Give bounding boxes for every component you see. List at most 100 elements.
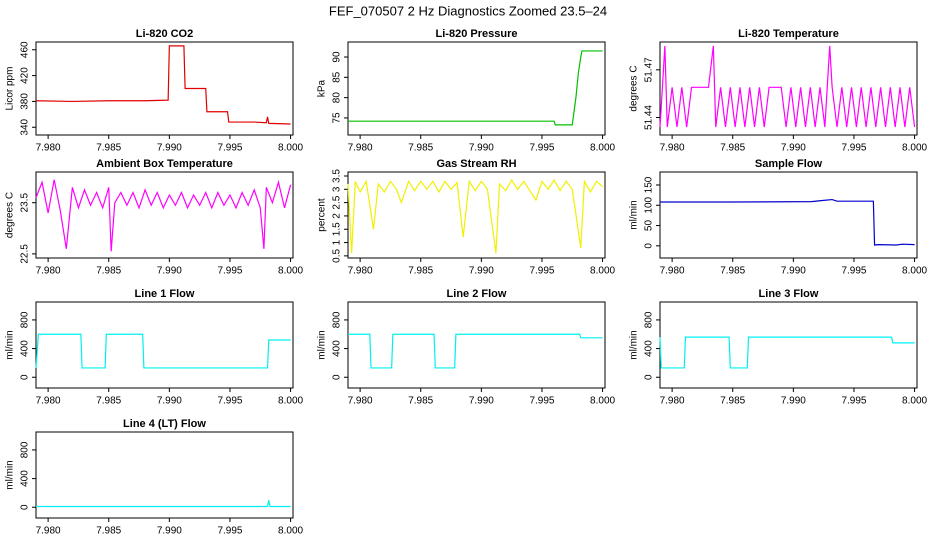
x-tick-label: 7.980 [36, 143, 61, 154]
x-tick-label: 7.980 [348, 143, 373, 154]
y-axis-label: ml/min [629, 330, 640, 359]
y-tick-label: 0 [644, 374, 655, 380]
x-tick-label: 7.985 [96, 266, 121, 277]
x-tick-label: 7.995 [217, 526, 242, 537]
y-tick-label: 85 [332, 71, 343, 83]
data-line [660, 198, 915, 246]
data-line [36, 499, 291, 508]
y-tick-label: 75 [332, 112, 343, 124]
y-tick-label: 80 [332, 92, 343, 104]
y-tick-label: 340 [20, 118, 31, 135]
x-tick-label: 7.980 [36, 526, 61, 537]
x-tick-label: 7.985 [720, 143, 745, 154]
plot-box [659, 171, 918, 259]
y-tick-label: 800 [20, 311, 31, 328]
x-tick-label: 7.995 [841, 143, 866, 154]
chart-title: FEF_070507 2 Hz Diagnostics Zoomed 23.5–… [329, 3, 607, 18]
x-tick-label: 7.980 [348, 266, 373, 277]
y-tick-label: 51.44 [644, 105, 655, 130]
y-axis-label: ml/min [317, 330, 328, 359]
y-tick-label: 0 [644, 243, 655, 249]
y-tick-label: 420 [20, 67, 31, 84]
x-tick-label: 7.995 [841, 266, 866, 277]
y-tick-label: 380 [20, 93, 31, 110]
x-tick-label: 7.985 [96, 526, 121, 537]
plot-box [35, 431, 294, 519]
x-tick-label: 8.000 [590, 143, 615, 154]
x-tick-label: 8.000 [902, 266, 927, 277]
y-tick-label: 2 [332, 213, 343, 219]
x-tick-label: 7.985 [408, 266, 433, 277]
y-tick-label: 50 [644, 220, 655, 232]
y-tick-label: 3 [332, 186, 343, 192]
x-tick-label: 7.980 [348, 396, 373, 407]
data-line [35, 333, 291, 369]
x-tick-label: 7.990 [469, 266, 494, 277]
x-tick-label: 7.995 [529, 266, 554, 277]
y-axis-label: degrees C [5, 192, 16, 238]
x-tick-label: 8.000 [278, 143, 303, 154]
x-tick-label: 8.000 [902, 396, 927, 407]
x-tick-label: 7.995 [841, 396, 866, 407]
panel-title: Line 1 Flow [135, 288, 195, 300]
y-tick-label: 23.5 [20, 193, 31, 213]
x-tick-label: 7.980 [660, 396, 685, 407]
panel-title: Li-820 Pressure [436, 28, 518, 40]
panel-title: Sample Flow [755, 158, 823, 170]
x-tick-label: 7.985 [720, 396, 745, 407]
x-tick-label: 8.000 [278, 526, 303, 537]
x-tick-label: 8.000 [590, 396, 615, 407]
y-tick-label: 0 [332, 374, 343, 380]
y-tick-label: 100 [644, 196, 655, 213]
y-tick-label: 90 [332, 51, 343, 63]
panel-title: Li-820 Temperature [738, 28, 839, 40]
y-axis-label: ml/min [5, 330, 16, 359]
y-tick-label: 150 [644, 176, 655, 193]
plot-box [659, 301, 918, 389]
data-line [35, 179, 292, 252]
y-tick-label: 800 [644, 311, 655, 328]
x-tick-label: 7.980 [660, 143, 685, 154]
y-tick-label: 800 [332, 311, 343, 328]
y-tick-label: 2.5 [332, 195, 343, 209]
plot-box [35, 301, 294, 389]
y-tick-label: 0.5 [332, 248, 343, 262]
y-axis-label: percent [317, 198, 328, 232]
y-axis-label: kPa [317, 79, 328, 97]
x-tick-label: 7.990 [781, 143, 806, 154]
panel-title: Line 3 Flow [759, 288, 819, 300]
x-tick-label: 7.995 [529, 396, 554, 407]
y-tick-label: 800 [20, 441, 31, 458]
plot-box [35, 171, 294, 259]
x-tick-label: 8.000 [278, 396, 303, 407]
data-line [348, 333, 603, 369]
y-tick-label: 460 [20, 41, 31, 58]
data-line [35, 45, 291, 125]
y-tick-label: 400 [644, 340, 655, 357]
x-tick-label: 8.000 [590, 266, 615, 277]
plot-box [347, 301, 606, 389]
x-tick-label: 7.980 [660, 266, 685, 277]
x-tick-label: 7.990 [781, 266, 806, 277]
x-tick-label: 7.990 [781, 396, 806, 407]
plot-box [347, 171, 606, 259]
x-tick-label: 7.980 [36, 266, 61, 277]
x-tick-label: 7.990 [157, 143, 182, 154]
data-line [659, 45, 916, 128]
x-tick-label: 8.000 [902, 143, 927, 154]
y-tick-label: 51.47 [644, 57, 655, 82]
x-tick-label: 7.995 [529, 143, 554, 154]
plot-box [659, 41, 918, 136]
x-tick-label: 8.000 [278, 266, 303, 277]
y-tick-label: 1 [332, 239, 343, 245]
y-axis-label: Licor ppm [5, 67, 16, 111]
x-tick-label: 7.995 [217, 143, 242, 154]
y-tick-label: 0 [20, 504, 31, 510]
panel-title: Gas Stream RH [436, 158, 516, 170]
y-tick-label: 400 [20, 340, 31, 357]
x-tick-label: 7.985 [720, 266, 745, 277]
data-line [348, 50, 603, 126]
panel-title: Ambient Box Temperature [96, 158, 233, 170]
x-tick-label: 7.990 [157, 396, 182, 407]
